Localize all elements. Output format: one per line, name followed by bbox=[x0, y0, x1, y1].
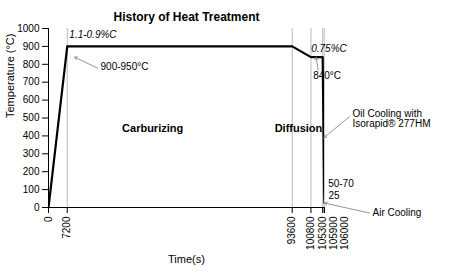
svg-text:Carburizing: Carburizing bbox=[122, 122, 183, 134]
svg-text:Temperature (°C): Temperature (°C) bbox=[4, 34, 16, 118]
svg-text:History of Heat Treatment: History of Heat Treatment bbox=[113, 10, 259, 24]
svg-text:900-950°C: 900-950°C bbox=[101, 61, 149, 72]
svg-text:Time(s): Time(s) bbox=[168, 253, 205, 265]
svg-text:93600: 93600 bbox=[286, 216, 297, 244]
svg-text:0.75%C: 0.75%C bbox=[311, 43, 347, 54]
svg-text:1000: 1000 bbox=[17, 23, 40, 34]
svg-text:7200: 7200 bbox=[61, 216, 72, 239]
svg-text:840°C: 840°C bbox=[313, 70, 341, 81]
svg-text:106000: 106000 bbox=[339, 216, 350, 250]
svg-text:100800: 100800 bbox=[305, 216, 316, 250]
svg-text:105900: 105900 bbox=[328, 216, 339, 250]
svg-text:700: 700 bbox=[23, 76, 40, 87]
svg-text:Air Cooling: Air Cooling bbox=[373, 207, 422, 218]
svg-text:500: 500 bbox=[23, 112, 40, 123]
svg-text:0: 0 bbox=[43, 216, 54, 222]
svg-text:0: 0 bbox=[34, 202, 40, 213]
svg-text:400: 400 bbox=[23, 130, 40, 141]
svg-text:900: 900 bbox=[23, 41, 40, 52]
svg-text:200: 200 bbox=[23, 166, 40, 177]
svg-text:Oil Cooling withIsorapid® 277H: Oil Cooling withIsorapid® 277HM bbox=[353, 108, 431, 129]
svg-text:Diffusion: Diffusion bbox=[275, 122, 323, 134]
svg-text:25: 25 bbox=[328, 190, 340, 201]
svg-text:600: 600 bbox=[23, 94, 40, 105]
svg-text:1.1-0.9%C: 1.1-0.9%C bbox=[69, 29, 117, 40]
svg-text:100: 100 bbox=[23, 184, 40, 195]
svg-text:105300: 105300 bbox=[317, 216, 328, 250]
svg-text:300: 300 bbox=[23, 148, 40, 159]
svg-text:50-70: 50-70 bbox=[328, 178, 354, 189]
svg-text:800: 800 bbox=[23, 59, 40, 70]
